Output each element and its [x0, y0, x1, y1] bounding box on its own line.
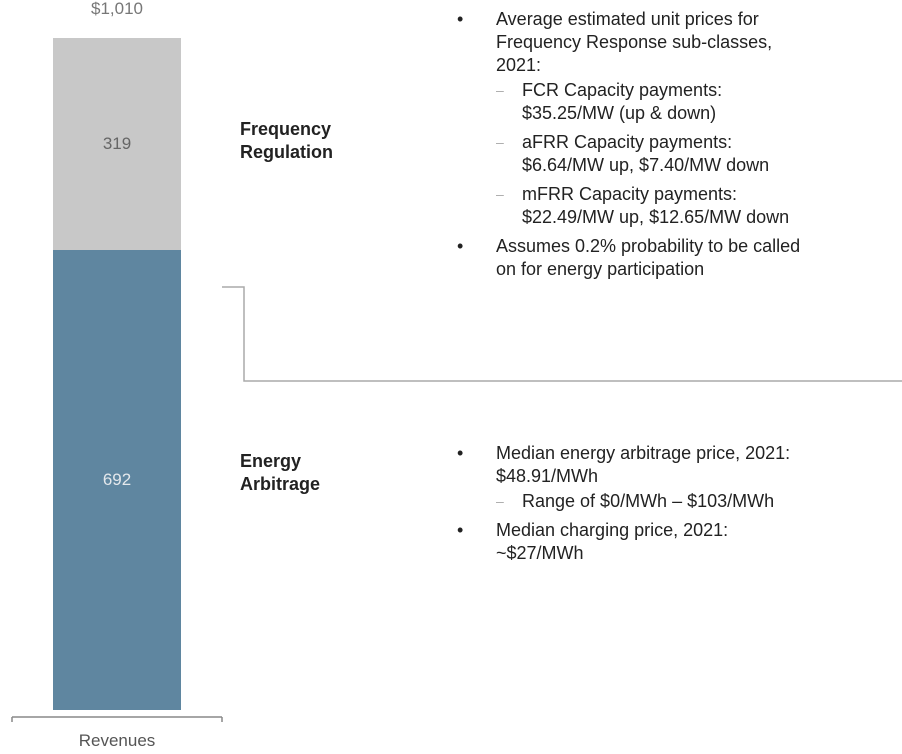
series-label: Frequency Regulation — [240, 119, 333, 162]
sub-bullet: Range of $0/MWh – $103/MWh — [455, 490, 797, 513]
bracket — [222, 286, 902, 382]
bullet: Median energy arbitrage price, 2021: $48… — [455, 442, 816, 488]
note-list: Median energy arbitrage price, 2021: $48… — [455, 442, 902, 567]
total-label: $1,010 — [91, 0, 143, 18]
x-tick-label: Revenues — [78, 731, 156, 750]
bullet: Median charging price, 2021: ~$27/MWh — [455, 519, 816, 565]
bullet: Average estimated unit prices for Freque… — [455, 8, 816, 77]
bullet: Assumes 0.2% probability to be called on… — [455, 235, 816, 281]
sub-bullet: mFRR Capacity payments: $22.49/MW up, $1… — [455, 183, 797, 229]
sub-bullet: FCR Capacity payments: $35.25/MW (up & d… — [455, 79, 797, 125]
data-label: 692 — [102, 470, 132, 490]
sub-bullet: aFRR Capacity payments: $6.64/MW up, $7.… — [455, 131, 797, 177]
bar-segment — [53, 250, 181, 710]
bar-segment — [53, 38, 181, 251]
data-label: 319 — [102, 134, 132, 154]
note-list: Average estimated unit prices for Freque… — [455, 8, 902, 283]
series-label: Energy Arbitrage — [240, 451, 321, 494]
